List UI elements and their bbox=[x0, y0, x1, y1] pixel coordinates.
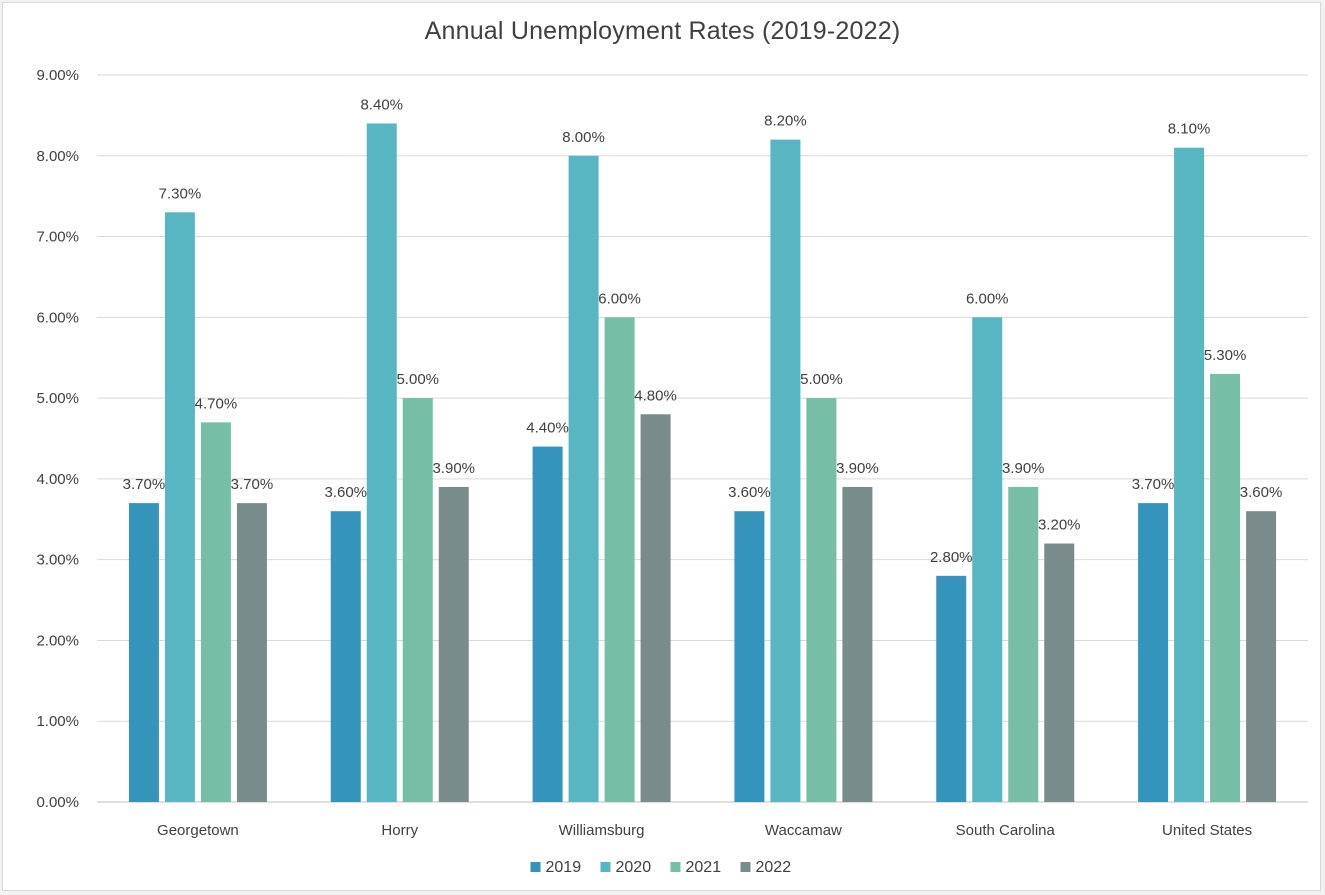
data-label: 3.90% bbox=[836, 460, 879, 477]
data-label: 3.90% bbox=[432, 460, 475, 477]
data-label: 3.20% bbox=[1038, 517, 1081, 534]
data-label: 8.10% bbox=[1168, 121, 1211, 138]
gridlines bbox=[97, 74, 1308, 803]
bar-2019-waccamaw bbox=[734, 511, 765, 802]
data-label: 3.70% bbox=[1132, 476, 1175, 493]
legend: 2019 2020 2021 2022 bbox=[530, 859, 792, 876]
data-label: 6.00% bbox=[966, 290, 1009, 307]
bar-2020-horry bbox=[366, 123, 397, 802]
data-label: 4.80% bbox=[634, 387, 677, 404]
x-category-label: South Carolina bbox=[956, 822, 1056, 839]
bars bbox=[128, 123, 1277, 803]
data-label: 8.40% bbox=[360, 96, 403, 113]
bar-2020-waccamaw bbox=[770, 139, 801, 803]
data-label: 3.60% bbox=[324, 484, 367, 501]
bar-2021-south-carolina bbox=[1008, 486, 1039, 802]
bar-2022-horry bbox=[438, 486, 469, 802]
x-category-label: Williamsburg bbox=[559, 822, 645, 839]
bar-2019-south-carolina bbox=[936, 575, 967, 802]
legend-swatch-2022 bbox=[740, 862, 751, 872]
data-label: 6.00% bbox=[598, 290, 641, 307]
legend-label-2022: 2022 bbox=[756, 859, 792, 876]
data-label: 8.00% bbox=[562, 129, 605, 146]
data-label: 3.90% bbox=[1002, 460, 1045, 477]
bar-2020-south-carolina bbox=[972, 317, 1003, 802]
bar-2019-horry bbox=[330, 511, 361, 802]
data-label: 5.30% bbox=[1204, 347, 1247, 364]
bar-2021-horry bbox=[402, 398, 433, 802]
bar-2022-georgetown bbox=[236, 503, 267, 802]
bar-2019-georgetown bbox=[128, 503, 159, 802]
bar-2020-united-states bbox=[1174, 147, 1205, 802]
legend-label-2020: 2020 bbox=[616, 859, 652, 876]
bar-2019-united-states bbox=[1138, 503, 1169, 802]
y-tick-label: 0.00% bbox=[36, 794, 79, 811]
legend-swatch-2020 bbox=[600, 862, 611, 872]
bar-2022-williamsburg bbox=[640, 414, 671, 802]
x-category-label: Waccamaw bbox=[765, 822, 842, 839]
y-tick-label: 8.00% bbox=[36, 148, 79, 165]
y-tick-label: 3.00% bbox=[36, 552, 79, 569]
bar-2022-united-states bbox=[1246, 511, 1277, 802]
data-label: 3.70% bbox=[123, 476, 166, 493]
bar-2020-williamsburg bbox=[568, 155, 599, 802]
y-tick-label: 6.00% bbox=[36, 309, 79, 326]
data-label: 4.70% bbox=[195, 395, 238, 412]
bar-2019-williamsburg bbox=[532, 446, 563, 802]
data-label: 4.40% bbox=[526, 420, 569, 437]
data-label: 3.60% bbox=[1240, 484, 1283, 501]
y-tick-label: 9.00% bbox=[36, 67, 79, 84]
y-tick-label: 4.00% bbox=[36, 471, 79, 488]
y-tick-label: 2.00% bbox=[36, 632, 79, 649]
y-tick-label: 1.00% bbox=[36, 713, 79, 730]
bar-2021-georgetown bbox=[200, 422, 231, 802]
bar-2020-georgetown bbox=[164, 212, 195, 803]
data-label: 2.80% bbox=[930, 549, 973, 566]
x-category-label: United States bbox=[1162, 822, 1252, 839]
data-labels: 3.70% 7.30% 4.70% 3.70% 3.60% 8.40% 5.00% 3.90%… bbox=[123, 96, 1283, 565]
chart-title: Annual Unemployment Rates (2019-2022) bbox=[424, 17, 901, 45]
bar-2021-waccamaw bbox=[806, 398, 837, 802]
data-label: 8.20% bbox=[764, 113, 807, 130]
bar-2021-williamsburg bbox=[604, 317, 635, 802]
bar-2022-waccamaw bbox=[842, 486, 873, 802]
y-tick-label: 5.00% bbox=[36, 390, 79, 407]
data-label: 3.70% bbox=[231, 476, 274, 493]
y-tick-label: 7.00% bbox=[36, 229, 79, 246]
legend-label-2019: 2019 bbox=[546, 859, 582, 876]
bar-2021-united-states bbox=[1210, 373, 1241, 802]
x-axis-categories: Georgetown Horry Williamsburg Waccamaw South… bbox=[157, 822, 1252, 839]
y-axis-ticks: 0.00% 1.00% 2.00% 3.00% 4.00% 5.00% 6.00% 7.00%… bbox=[36, 67, 79, 811]
legend-label-2021: 2021 bbox=[686, 859, 722, 876]
legend-swatch-2021 bbox=[670, 862, 681, 872]
x-category-label: Georgetown bbox=[157, 822, 239, 839]
legend-swatch-2019 bbox=[530, 862, 541, 872]
x-category-label: Horry bbox=[381, 822, 418, 839]
data-label: 5.00% bbox=[396, 371, 439, 388]
bar-chart: 0.00% 1.00% 2.00% 3.00% 4.00% 5.00% 6.00% 7.00%… bbox=[36, 67, 1308, 876]
data-label: 3.60% bbox=[728, 484, 771, 501]
data-label: 7.30% bbox=[159, 185, 202, 202]
bar-2022-south-carolina bbox=[1044, 543, 1075, 802]
data-label: 5.00% bbox=[800, 371, 843, 388]
